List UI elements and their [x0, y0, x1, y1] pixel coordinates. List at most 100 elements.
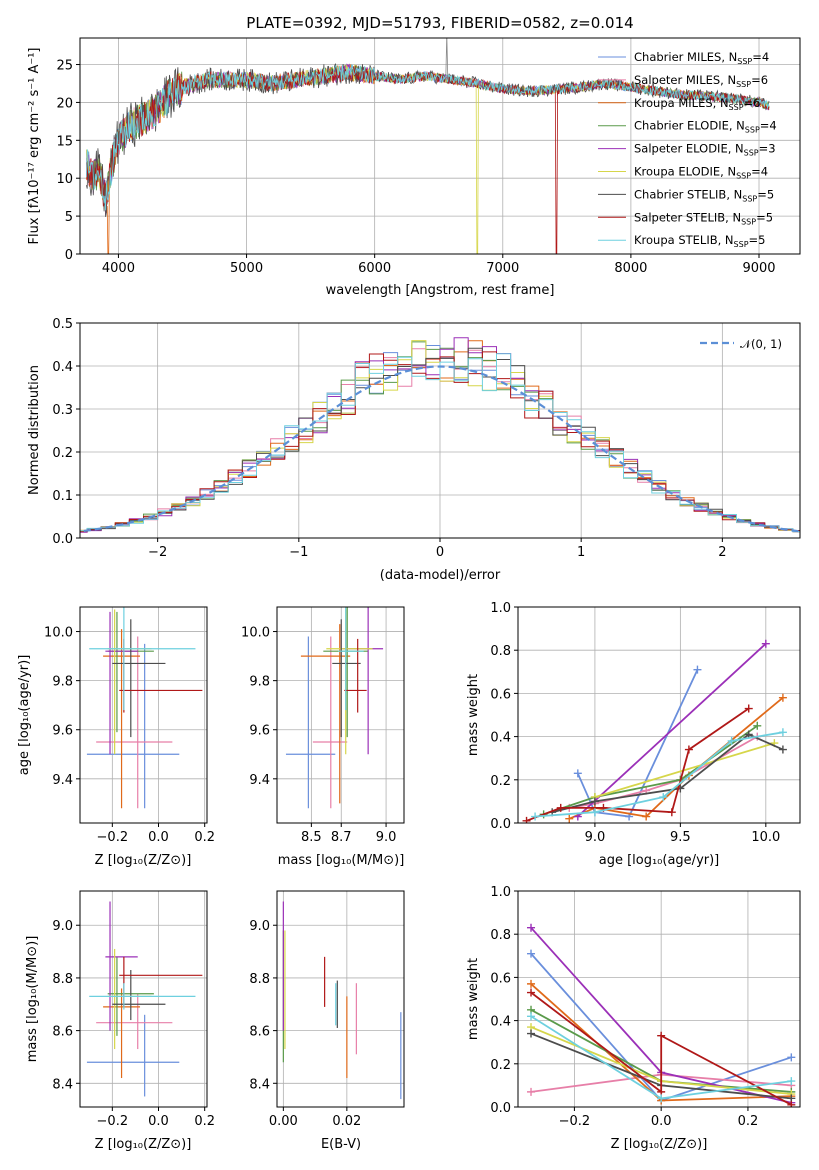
y-tick-label: 8.6 [52, 1025, 73, 1040]
data-point-marker [744, 730, 753, 739]
x-tick-label: 9.0 [585, 830, 606, 845]
x-tick-label: 8.5 [301, 830, 322, 845]
spectrum-panel: 4000 5000 6000 7000 8000 9000 0 5 10 15 20 25 Chabri… [56, 37, 801, 276]
y-tick-label: 0.2 [52, 446, 73, 461]
mass-weight-series-line [577, 643, 767, 818]
x-tick-label: 6000 [358, 261, 391, 276]
legend-entry: Salpeter ELODIE, NSSP=3 [634, 142, 776, 158]
y-tick-label: 8.8 [52, 972, 73, 987]
data-point-marker [522, 816, 531, 823]
y-tick-label: 0.0 [52, 532, 73, 547]
mw-z-xlabel: Z [log₁₀(Z/Z⊙)] [611, 1137, 708, 1152]
residual-histogram-panel: −2 −1 0 1 2 0.0 0.1 0.2 0.3 0.4 0.5 𝒩(0, 1) [52, 317, 801, 560]
spectrum-series-line [86, 66, 770, 254]
y-tick-label: 0.0 [490, 1101, 511, 1116]
axes-frame [276, 890, 405, 1108]
y-tick-label: 20 [56, 96, 73, 111]
y-tick-label: 10.0 [44, 626, 73, 641]
normal-reference-curve [80, 365, 800, 533]
data-point-marker [667, 808, 676, 817]
grid-lines [277, 607, 404, 823]
y-tick-label: 25 [56, 59, 73, 74]
x-tick-label: 0 [436, 545, 444, 560]
data-point-marker [744, 704, 753, 713]
y-tick-label: 9.4 [249, 773, 270, 788]
age-vs-mass-panel: 8.5 8.7 9.0 9.4 9.6 9.8 10.0 [241, 606, 405, 845]
x-tick-label: 0.00 [269, 1114, 298, 1129]
mass-ebv-xlabel: E(B-V) [321, 1137, 361, 1152]
y-tick-label: 9.6 [52, 724, 73, 739]
data-point-marker [573, 769, 582, 778]
data-point-marker [527, 949, 536, 958]
x-tick-label: 8.7 [331, 830, 352, 845]
axes-frame [79, 37, 801, 255]
data-point-marker [565, 814, 574, 823]
data-point-marker [642, 812, 651, 821]
y-tick-label: 0.4 [490, 1015, 511, 1030]
legend-entry: Salpeter STELIB, NSSP=5 [634, 210, 773, 226]
y-tick-label: 9.4 [52, 773, 73, 788]
legend-entry: Chabrier MILES, NSSP=4 [634, 50, 769, 66]
plot-area [80, 337, 800, 533]
axes-frame [517, 606, 801, 824]
x-tick-label: −1 [289, 545, 308, 560]
x-tick-label: 0.02 [332, 1114, 361, 1129]
data-point-marker [778, 745, 787, 754]
y-tick-label: 9.0 [52, 919, 73, 934]
data-point-marker [590, 797, 599, 806]
y-tick-label: 9.0 [249, 919, 270, 934]
x-tick-label: 10.0 [751, 830, 780, 845]
age-z-ylabel: age [log₁₀(age/yr)] [17, 655, 32, 776]
y-tick-label: 9.8 [52, 675, 73, 690]
x-tick-label: 0.0 [148, 830, 169, 845]
x-tick-label: −0.2 [97, 830, 129, 845]
spectrum-legend: Chabrier MILES, NSSP=4 Salpeter MILES, NS… [598, 50, 777, 249]
axes-frame [276, 606, 405, 824]
plot-area [86, 38, 770, 254]
x-tick-label: 8000 [614, 261, 647, 276]
data-point-marker [693, 665, 702, 674]
x-tick-label: 7000 [486, 261, 519, 276]
plot-area [285, 607, 384, 809]
legend-entry: Chabrier ELODIE, NSSP=4 [634, 119, 777, 135]
x-tick-label: 0.2 [194, 1114, 215, 1129]
data-point-marker [527, 1029, 536, 1038]
y-tick-label: 15 [56, 134, 73, 149]
data-point-marker [787, 1077, 796, 1086]
histogram-step [80, 353, 800, 532]
y-tick-label: 0.4 [52, 360, 73, 375]
mass-vs-metallicity-panel: −0.2 0.0 0.2 8.4 8.6 8.8 9.0 [52, 890, 215, 1129]
data-point-marker [659, 793, 668, 802]
y-tick-label: 0.1 [52, 489, 73, 504]
y-tick-label: 0.3 [52, 403, 73, 418]
y-tick-label: 0.2 [490, 1058, 511, 1073]
x-tick-label: 2 [718, 545, 726, 560]
age-vs-metallicity-panel: −0.2 0.0 0.2 9.4 9.6 9.8 10.0 [44, 606, 215, 845]
data-point-marker [753, 721, 762, 730]
axes-frame [79, 606, 208, 824]
age-mass-xlabel: mass [log₁₀(M/M⊙)] [278, 853, 405, 868]
grid-lines [277, 891, 404, 1107]
legend-entry: Salpeter MILES, NSSP=6 [634, 73, 768, 89]
halpha-emission-line [445, 38, 449, 80]
data-point-marker [527, 988, 536, 997]
y-tick-label: 5 [65, 210, 73, 225]
grid-lines [518, 606, 800, 824]
y-tick-label: 8.4 [249, 1077, 270, 1092]
plot-area [282, 901, 402, 1100]
grid-lines [80, 607, 207, 823]
axes-frame [517, 890, 801, 1108]
axes-frame [79, 890, 208, 1108]
mass-z-xlabel: Z [log₁₀(Z/Z⊙)] [95, 1137, 192, 1152]
mw-age-ylabel: mass weight [466, 674, 481, 756]
mass-z-ylabel: mass [log₁₀(M/M⊙)] [25, 936, 40, 1063]
x-tick-label: 5000 [230, 261, 263, 276]
mw-z-ylabel: mass weight [466, 958, 481, 1040]
data-point-marker [787, 1053, 796, 1062]
y-tick-label: 0.8 [490, 928, 511, 943]
mass-weight-series-line [526, 707, 750, 822]
y-tick-label: 0 [65, 248, 73, 263]
histogram-xlabel: (data-model)/error [380, 568, 501, 583]
y-tick-label: 1.0 [490, 885, 511, 900]
y-tick-label: 0.4 [490, 731, 511, 746]
